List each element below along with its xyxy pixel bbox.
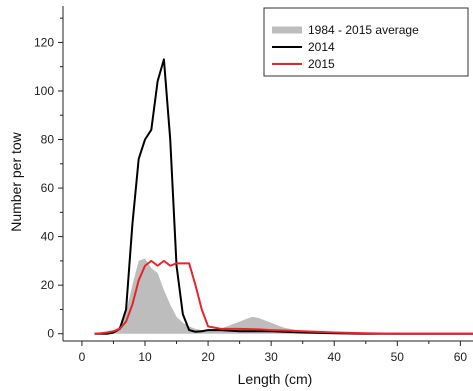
series-area-average bbox=[94, 258, 473, 334]
x-tick-label-40: 40 bbox=[328, 350, 342, 364]
y-tick-label-0: 0 bbox=[47, 327, 54, 341]
y-tick-label-20: 20 bbox=[41, 278, 55, 292]
y-tick-label-60: 60 bbox=[41, 181, 55, 195]
x-tick-label-20: 20 bbox=[201, 350, 215, 364]
x-tick-label-30: 30 bbox=[264, 350, 278, 364]
legend-label-2015: 2015 bbox=[308, 57, 335, 71]
y-tick-label-80: 80 bbox=[41, 133, 55, 147]
legend-box bbox=[263, 7, 469, 77]
x-tick-label-10: 10 bbox=[138, 350, 152, 364]
x-tick-label-60: 60 bbox=[454, 350, 468, 364]
legend: 1984 - 2015 average 2014 2015 bbox=[263, 7, 469, 77]
y-tick-label-40: 40 bbox=[41, 230, 55, 244]
x-tick-label-50: 50 bbox=[391, 350, 405, 364]
x-axis-title: Length (cm) bbox=[238, 371, 313, 387]
plot-area bbox=[94, 58, 473, 335]
axes: 0 20 40 60 80 100 120 0 10 20 30 40 50 60 bbox=[34, 6, 473, 364]
legend-label-2014: 2014 bbox=[308, 40, 335, 54]
y-tick-label-100: 100 bbox=[34, 84, 54, 98]
y-tick-label-120: 120 bbox=[34, 35, 54, 49]
legend-label-average: 1984 - 2015 average bbox=[308, 23, 419, 37]
x-tick-label-0: 0 bbox=[79, 350, 86, 364]
y-axis-title: Number per tow bbox=[8, 131, 24, 231]
series-line-2015 bbox=[94, 259, 473, 335]
